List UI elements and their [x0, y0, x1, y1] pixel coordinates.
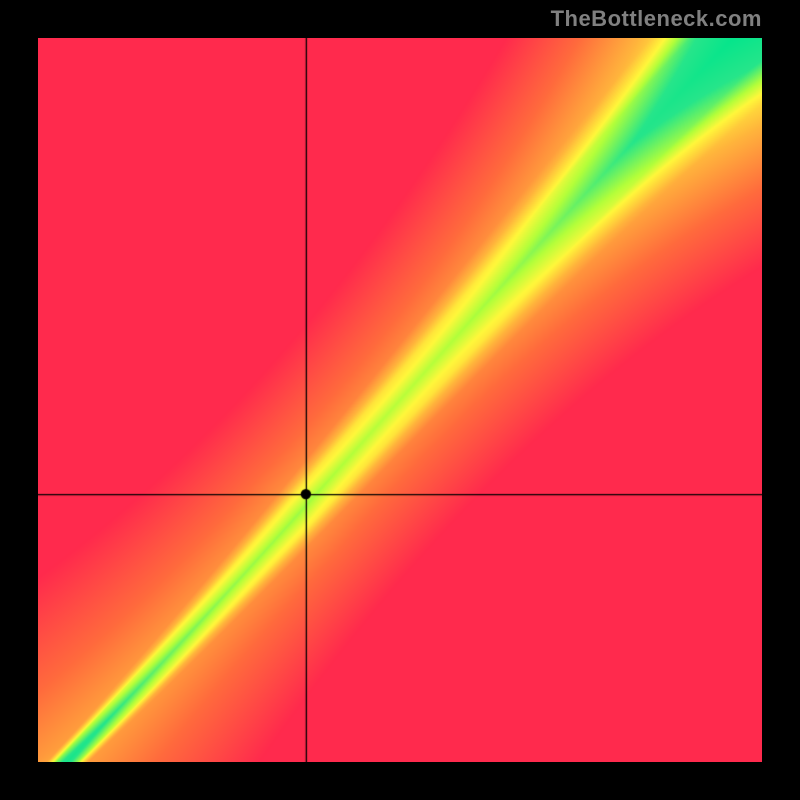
outer-frame: { "watermark": "TheBottleneck.com", "cha… [0, 0, 800, 800]
bottleneck-heatmap [38, 38, 762, 762]
watermark-text: TheBottleneck.com [551, 6, 762, 32]
heatmap-canvas [38, 38, 762, 762]
